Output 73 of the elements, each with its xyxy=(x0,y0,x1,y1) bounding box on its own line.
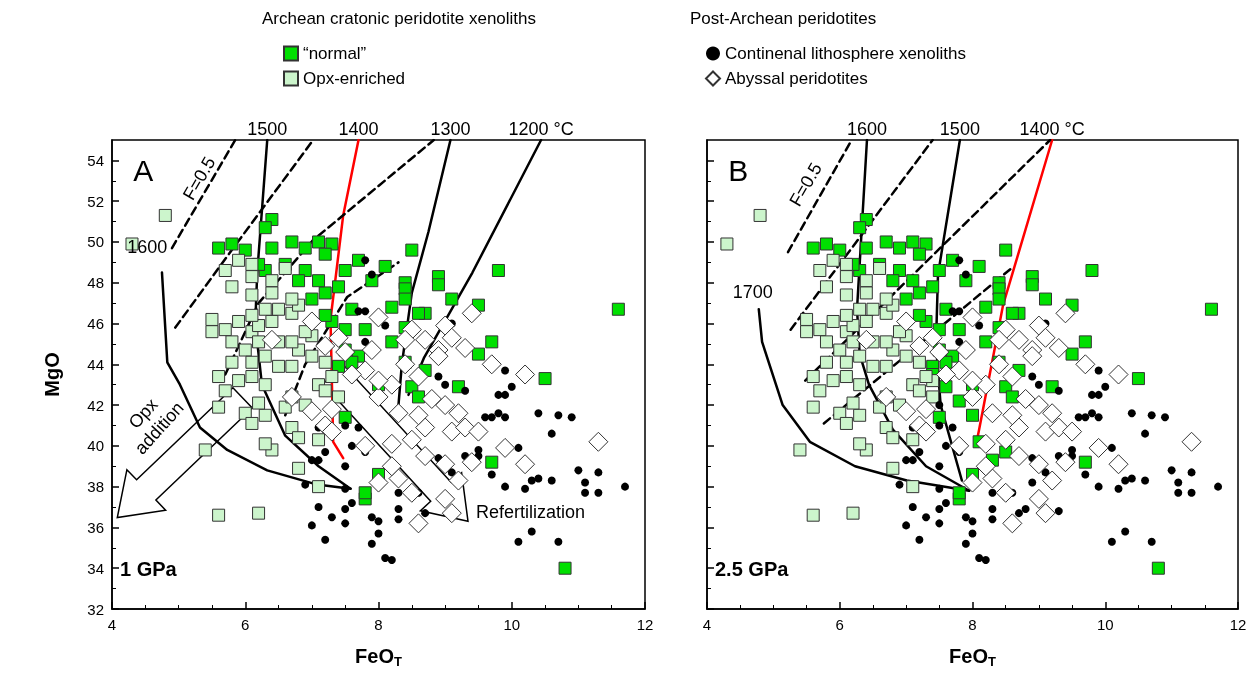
x-tick-label: 12 xyxy=(636,616,654,633)
annotation: 1600 xyxy=(127,236,168,257)
legend-label: “normal” xyxy=(303,44,367,63)
annotation: Refertilization xyxy=(476,501,586,522)
point xyxy=(929,342,950,363)
point xyxy=(856,329,877,350)
point xyxy=(408,366,429,387)
x-tick-label: 8 xyxy=(374,616,383,633)
point xyxy=(368,472,389,493)
y-tick-label: 48 xyxy=(87,274,104,292)
point xyxy=(989,354,1010,375)
legend-label: Continenal lithosphere xenoliths xyxy=(725,44,966,63)
point xyxy=(989,329,1010,350)
point xyxy=(321,421,342,442)
y-tick-label: 52 xyxy=(87,192,104,210)
y-tick-label: 44 xyxy=(87,355,104,373)
annotation: 1 GPa xyxy=(120,558,178,581)
point xyxy=(401,482,422,503)
point xyxy=(876,386,897,407)
annotation: 1400 °C xyxy=(1019,118,1085,139)
annotation: A xyxy=(133,153,154,187)
point xyxy=(395,329,416,350)
point xyxy=(1022,346,1043,367)
legend-label: Opx-enriched xyxy=(303,69,406,88)
y-tick-label: 38 xyxy=(87,478,104,496)
annotation: 1500 xyxy=(939,118,980,139)
x-tick-label: 10 xyxy=(1096,616,1114,633)
point xyxy=(368,370,389,391)
annotation: B xyxy=(728,153,749,187)
y-axis-title: MgO xyxy=(41,352,63,397)
legend-title: Archean cratonic peridotite xenoliths xyxy=(262,9,537,28)
y-tick-label: 34 xyxy=(87,559,104,577)
point xyxy=(949,435,970,456)
point xyxy=(395,354,416,375)
x-tick-label: 10 xyxy=(503,616,521,633)
point xyxy=(922,327,943,348)
annotation: 1700 xyxy=(732,281,773,302)
y-tick-label: 36 xyxy=(87,518,104,536)
annotation: 1300 xyxy=(430,118,471,139)
point xyxy=(435,315,456,336)
point xyxy=(975,433,996,454)
point xyxy=(301,401,322,422)
annotation: 1500 xyxy=(247,118,288,139)
point xyxy=(328,327,349,348)
point xyxy=(335,342,356,363)
point xyxy=(261,329,282,350)
point xyxy=(995,482,1016,503)
point xyxy=(281,386,302,407)
y-tick-label: 40 xyxy=(87,437,104,455)
x-tick-label: 6 xyxy=(835,616,844,633)
y-tick-label: 32 xyxy=(87,600,104,618)
y-tick-label: 54 xyxy=(87,151,104,169)
point xyxy=(448,470,469,491)
point xyxy=(962,472,983,493)
x-tick-label: 4 xyxy=(107,616,117,633)
legend-label: Abyssal peridotites xyxy=(725,69,868,88)
y-tick-label: 46 xyxy=(87,315,104,333)
point xyxy=(962,370,983,391)
point xyxy=(1002,366,1023,387)
x-tick-label: 6 xyxy=(241,616,250,633)
annotation: 1200 °C xyxy=(508,118,574,139)
annotation: 2.5 GPa xyxy=(715,558,790,581)
x-tick-label: 4 xyxy=(702,616,712,633)
annotation: 1400 xyxy=(338,118,379,139)
legend-title: Post-Archean peridotites xyxy=(690,9,877,28)
point xyxy=(896,401,917,422)
point xyxy=(321,399,342,420)
x-tick-label: 12 xyxy=(1229,616,1247,633)
annotation: 1600 xyxy=(846,118,887,139)
y-tick-label: 50 xyxy=(87,233,104,251)
y-tick-label: 42 xyxy=(87,396,104,414)
x-tick-label: 8 xyxy=(968,616,977,633)
point xyxy=(428,346,449,367)
